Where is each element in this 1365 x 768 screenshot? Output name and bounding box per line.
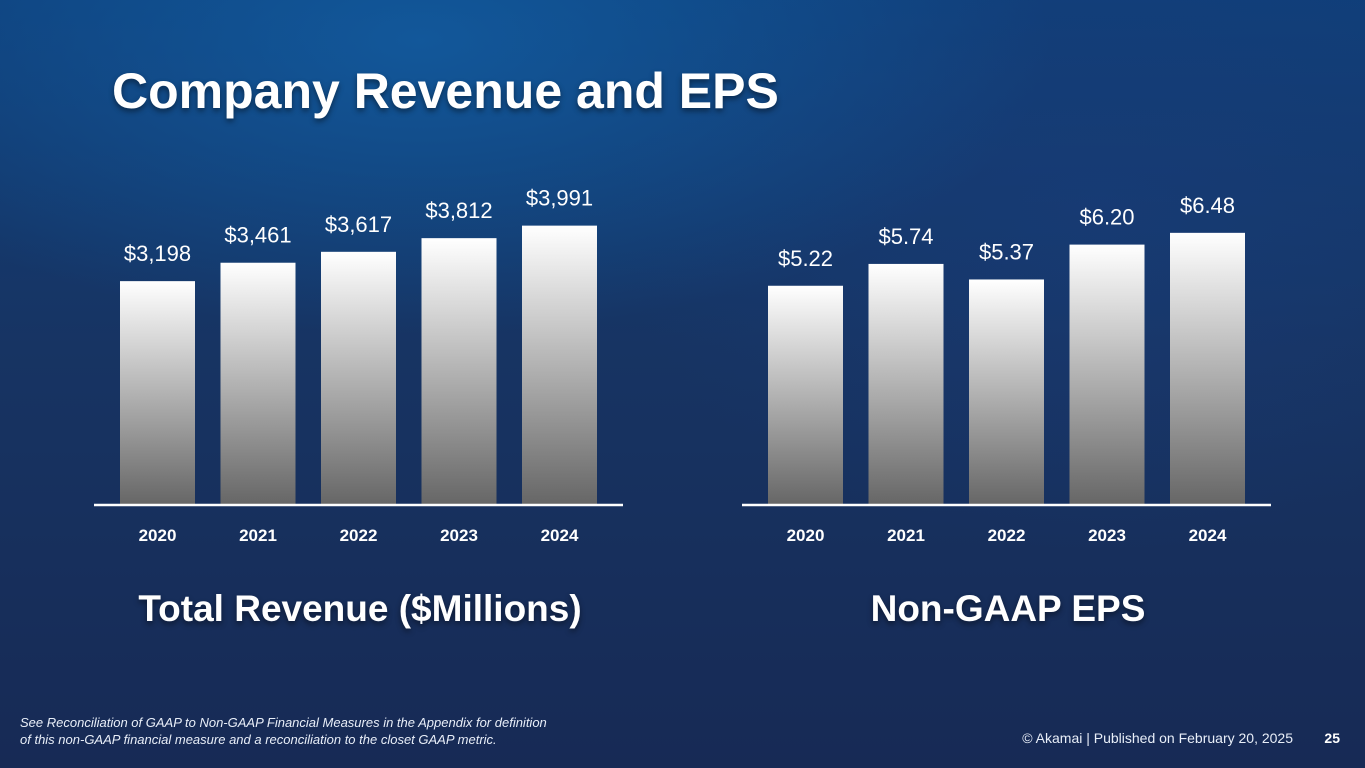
revenue-x-tick-2020: 2020	[139, 526, 177, 545]
eps-x-tick-2023: 2023	[1088, 526, 1126, 545]
eps-value-label-2021: $5.74	[878, 224, 933, 249]
revenue-value-label-2024: $3,991	[526, 186, 593, 211]
eps-bar-2024	[1170, 232, 1245, 505]
eps-value-label-2022: $5.37	[979, 239, 1034, 264]
eps-value-label-2024: $6.48	[1180, 193, 1235, 218]
eps-bar-2020	[768, 285, 843, 505]
revenue-x-tick-2022: 2022	[340, 526, 378, 545]
eps-chart-title: Non-GAAP EPS	[870, 588, 1146, 629]
revenue-chart-title: Total Revenue ($Millions)	[138, 588, 582, 629]
revenue-value-label-2021: $3,461	[224, 223, 291, 248]
eps-x-tick-2021: 2021	[887, 526, 925, 545]
footnote: See Reconciliation of GAAP to Non-GAAP F…	[20, 714, 640, 748]
page-number: 25	[1324, 730, 1340, 746]
eps-x-tick-2022: 2022	[988, 526, 1026, 545]
footnote-line-2: of this non-GAAP financial measure and a…	[20, 732, 497, 747]
revenue-value-label-2023: $3,812	[425, 198, 492, 223]
eps-bar-2021	[868, 263, 944, 505]
eps-x-tick-2020: 2020	[787, 526, 825, 545]
eps-value-label-2023: $6.20	[1079, 205, 1134, 230]
eps-x-tick-2024: 2024	[1189, 526, 1227, 545]
footnote-line-1: See Reconciliation of GAAP to Non-GAAP F…	[20, 715, 547, 730]
revenue-value-label-2022: $3,617	[325, 212, 392, 237]
revenue-bar-2020	[120, 281, 195, 505]
revenue-bar-2022	[321, 251, 396, 505]
revenue-bar-2024	[522, 225, 597, 505]
revenue-x-tick-2023: 2023	[440, 526, 478, 545]
page-title: Company Revenue and EPS	[112, 63, 779, 119]
revenue-x-tick-2021: 2021	[239, 526, 277, 545]
revenue-bar-chart: $3,198 2020 $3,461 2021 $3,617 2022 $3,812 2023…	[94, 186, 623, 545]
eps-bar-2022	[969, 279, 1044, 505]
revenue-bar-2021	[220, 262, 296, 505]
eps-value-label-2020: $5.22	[778, 246, 833, 271]
eps-bar-chart: $5.22 2020 $5.74 2021 $5.37 2022 $6.20 2023 $6.4…	[742, 193, 1271, 545]
revenue-value-label-2020: $3,198	[124, 241, 191, 266]
revenue-bar-2023	[421, 238, 497, 505]
eps-bar-2023	[1069, 244, 1145, 505]
footer-copyright: © Akamai | Published on February 20, 202…	[1022, 730, 1293, 746]
revenue-x-tick-2024: 2024	[541, 526, 579, 545]
